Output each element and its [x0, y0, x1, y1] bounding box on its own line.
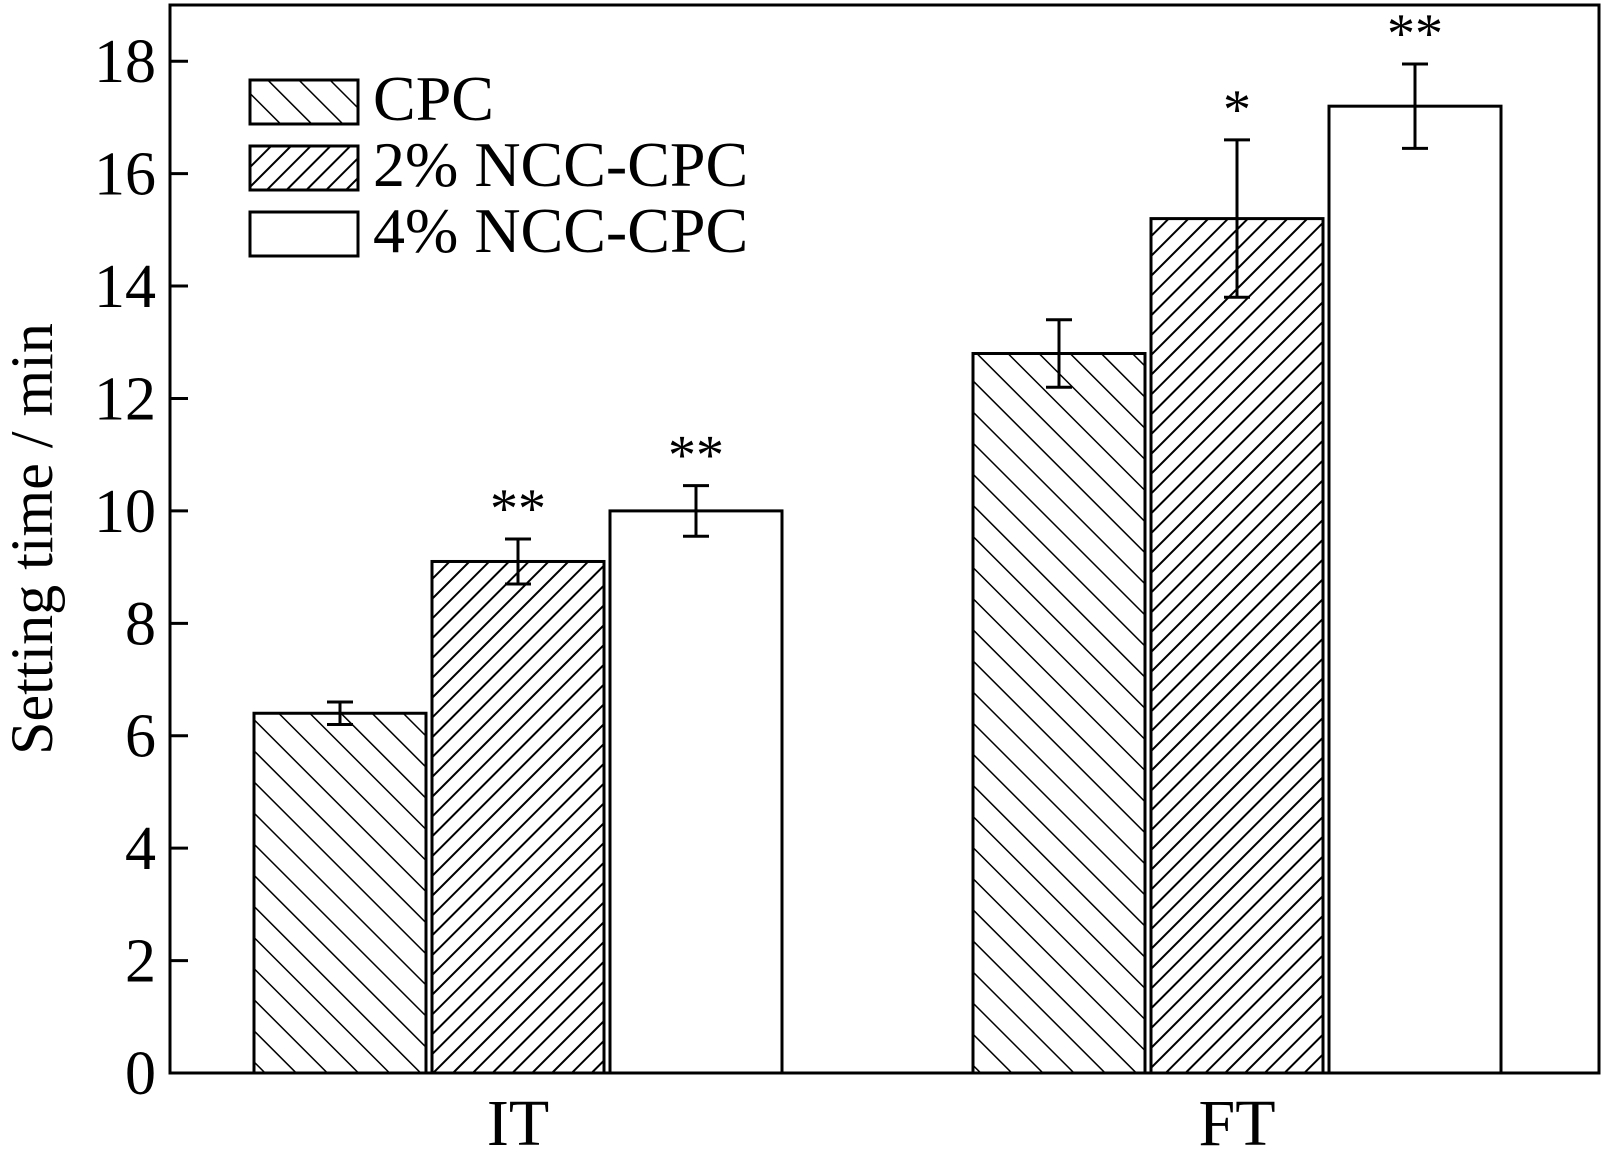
y-axis: 0 2 4 6 8 10 12 14 16 18	[94, 28, 188, 1108]
bar-it-1	[430, 559, 606, 1075]
legend-label-2: 4% NCC-CPC	[373, 195, 748, 266]
bar-it-0	[252, 711, 428, 1075]
significance-label: *	[1223, 79, 1251, 141]
error-bars-group	[327, 62, 1428, 726]
x-category-label: IT	[487, 1087, 549, 1160]
x-category-label: FT	[1198, 1087, 1275, 1160]
y-tick-label: 14	[94, 253, 156, 321]
y-tick-label: 4	[125, 815, 156, 883]
significance-label: **	[490, 478, 546, 540]
y-tick-label: 16	[94, 141, 156, 209]
y-tick-label: 18	[94, 28, 156, 96]
bars-group	[252, 104, 1503, 1075]
y-tick-label: 0	[125, 1040, 156, 1108]
y-tick-label: 2	[125, 928, 156, 996]
significance-label: **	[1387, 3, 1443, 65]
legend-swatch-2	[248, 210, 360, 258]
y-tick-label: 10	[94, 478, 156, 546]
legend-label-0: CPC	[373, 63, 494, 134]
bar-ft-2	[1327, 104, 1503, 1075]
bar-ft-1	[1149, 217, 1325, 1075]
y-tick-label: 8	[125, 590, 156, 658]
bar-it-2	[608, 509, 784, 1075]
bar-ft-0	[971, 352, 1147, 1075]
y-tick-label: 12	[94, 365, 156, 433]
y-axis-label: Setting time / min	[0, 323, 65, 755]
significance-labels-group: *******	[490, 3, 1443, 540]
legend-label-1: 2% NCC-CPC	[373, 129, 748, 200]
plot-frame	[168, 3, 1601, 1075]
x-axis-categories: IT FT	[487, 1087, 1276, 1160]
y-tick-label: 6	[125, 703, 156, 771]
legend-swatch-0	[248, 78, 360, 126]
legend-swatch-1	[248, 144, 360, 192]
significance-label: **	[668, 425, 724, 487]
